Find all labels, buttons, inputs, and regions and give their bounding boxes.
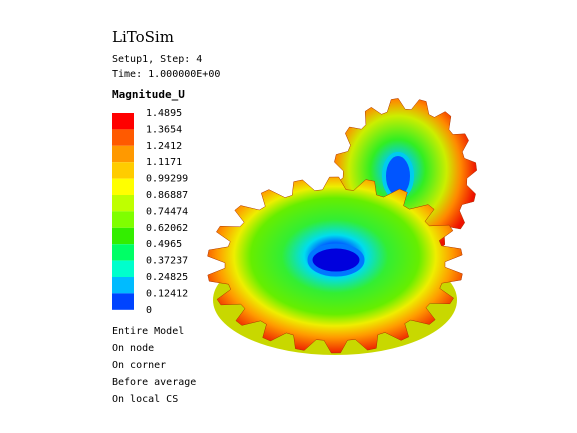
color-legend: 1.4895 1.3654 1.2412 1.1171 0.99299 0.86887 0.… <box>112 108 188 316</box>
legend-swatch <box>112 129 134 146</box>
legend-swatch <box>112 260 134 277</box>
note-line: Before average <box>112 377 196 388</box>
legend-swatch <box>112 162 134 179</box>
note-line: On node <box>112 343 154 354</box>
legend-label: 1.2412 <box>146 141 182 152</box>
gear-model <box>207 98 477 355</box>
legend-label: 0.62062 <box>146 223 188 234</box>
legend-swatch <box>112 195 134 212</box>
legend-label: 0 <box>146 305 152 316</box>
legend-swatch <box>112 211 134 228</box>
time-info: Time: 1.000000E+00 <box>112 69 220 80</box>
legend-label: 0.24825 <box>146 272 188 283</box>
legend-swatch <box>112 293 134 310</box>
legend-swatch <box>112 227 134 245</box>
legend-title: Magnitude_U <box>112 88 185 101</box>
result-notes: Entire Model On node On corner Before avera… <box>112 326 196 405</box>
legend-label: 0.99299 <box>146 174 188 185</box>
app-title: LiToSim <box>112 28 174 46</box>
legend-swatch <box>112 113 134 130</box>
legend-swatch <box>112 244 134 261</box>
note-line: On local CS <box>112 394 178 405</box>
step-info: Setup1, Step: 4 <box>112 54 202 65</box>
legend-label: 0.4965 <box>146 239 182 250</box>
legend-label: 1.4895 <box>146 108 182 119</box>
legend-label: 1.3654 <box>146 124 182 135</box>
legend-swatch <box>112 145 134 163</box>
legend-label: 0.37237 <box>146 256 188 267</box>
legend-label: 0.86887 <box>146 190 188 201</box>
legend-label: 1.1171 <box>146 157 182 168</box>
legend-swatch <box>112 277 134 294</box>
legend-swatch <box>112 178 134 195</box>
legend-label: 0.74474 <box>146 206 188 217</box>
note-line: On corner <box>112 360 166 371</box>
legend-label: 0.12412 <box>146 288 188 299</box>
note-line: Entire Model <box>112 326 184 337</box>
big-gear-hub <box>307 243 365 277</box>
